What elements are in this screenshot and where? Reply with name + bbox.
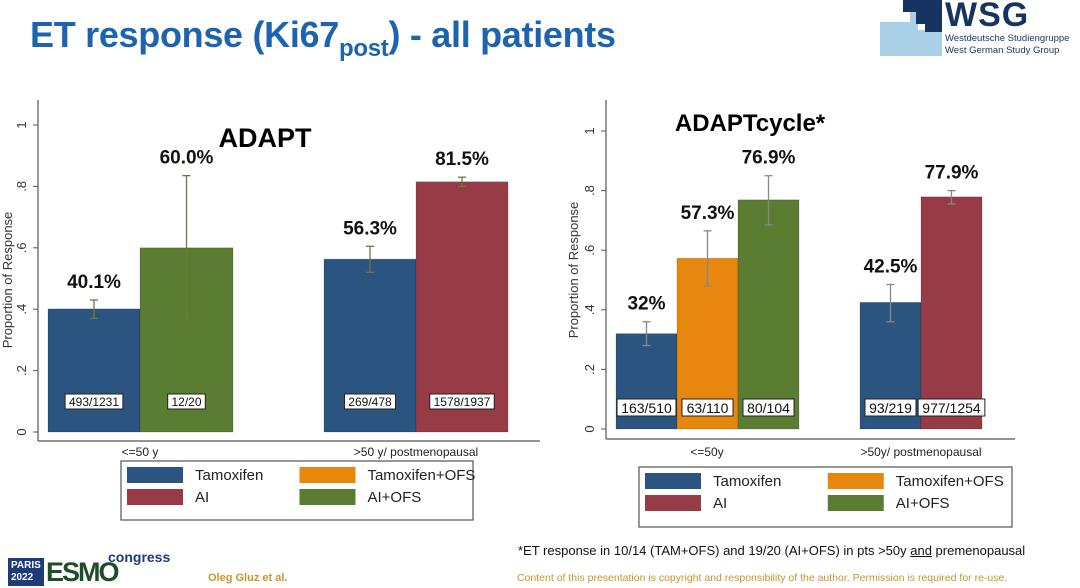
legend-label: Tamoxifen [195, 467, 263, 484]
y-axis-label: Proportion of Response [566, 202, 581, 339]
chart-1: 0 .2 .4 .6 .8 1 Proportion of Response ADAPTcyc… [566, 100, 1015, 528]
footnote: *ET response in 10/14 (TAM+OFS) and 19/2… [518, 543, 1025, 558]
legend-label: Tamoxifen+OFS [367, 467, 475, 484]
bar-tamoxifen [47, 308, 141, 433]
footnote-underlined: and [910, 543, 932, 558]
legend-swatch [645, 473, 701, 489]
y-axis-label: Proportion of Response [0, 212, 15, 349]
title-end: ) - all patients [388, 14, 616, 55]
y-tick-label: .2 [14, 365, 29, 376]
data-label: 81.5% [435, 149, 489, 170]
x-category-label: <=50 y [122, 445, 159, 459]
legend-label: AI [713, 495, 727, 512]
wsg-logo-mark-icon [880, 0, 942, 56]
count-label: 63/110 [687, 400, 729, 416]
data-label: 57.3% [681, 203, 735, 224]
legend-swatch [299, 467, 356, 483]
data-label: 76.9% [742, 148, 796, 169]
y-tick-label: .6 [14, 242, 29, 253]
legend-label: AI+OFS [896, 495, 950, 512]
legend-swatch [645, 495, 701, 511]
title-subscript: post [339, 35, 389, 62]
count-label: 977/1254 [922, 400, 981, 416]
legend-swatch [127, 489, 183, 505]
y-tick-label: 1 [14, 121, 29, 128]
count-label: 80/104 [747, 400, 790, 416]
count-label-box [616, 398, 677, 417]
y-tick-label: 1 [582, 127, 597, 134]
count-label-box [917, 398, 986, 417]
y-tick-label: .4 [14, 304, 29, 315]
count-label: 163/510 [621, 400, 672, 416]
author: Oleg Gluz et al. [208, 572, 288, 584]
count-label-box [864, 398, 917, 417]
title-main: ET response (Ki67 [30, 14, 340, 55]
esmo-year: 2022 [11, 572, 34, 583]
esmo-congress-logo: PARIS 2022 ESMO congress [8, 549, 178, 587]
footnote-end: premenopausal [931, 543, 1026, 558]
data-label: 77.9% [925, 163, 979, 184]
esmo-city: PARIS [11, 560, 41, 571]
count-label: 269/478 [348, 395, 392, 409]
count-label-box [742, 398, 795, 417]
y-tick-label: .8 [582, 185, 597, 196]
y-tick-label: .2 [582, 364, 597, 375]
legend-label: AI [195, 489, 209, 506]
count-label: 1578/1937 [434, 395, 491, 409]
bar-ai-ofs [737, 199, 800, 430]
count-label-box [429, 393, 495, 410]
copyright-notice: Content of this presentation is copyrigh… [517, 572, 1008, 584]
count-label: 493/1231 [69, 395, 119, 409]
data-label: 32% [627, 294, 665, 315]
bar-ai [920, 196, 983, 430]
legend-swatch [127, 467, 183, 483]
legend-label: Tamoxifen+OFS [896, 473, 1004, 490]
count-label-box [681, 398, 734, 417]
count-label-box [167, 393, 206, 410]
esmo-city-year: PARIS 2022 [8, 558, 44, 586]
bar-ai [415, 181, 509, 433]
esmo-congress-word: congress [108, 549, 171, 565]
count-label-box [343, 393, 397, 410]
logo-line-1: Westdeutsche Studiengruppe [945, 33, 1070, 44]
y-tick-label: .4 [582, 304, 597, 315]
chart-title: ADAPT [219, 123, 313, 153]
y-tick-label: .6 [582, 245, 597, 256]
legend-swatch [827, 473, 884, 489]
footnote-text: *ET response in 10/14 (TAM+OFS) and 19/2… [518, 543, 911, 558]
legend-label: Tamoxifen [713, 473, 781, 490]
x-category-label: >50y/ postmenopausal [860, 445, 981, 459]
count-label: 12/20 [171, 395, 201, 409]
legend-swatch [299, 489, 356, 505]
y-tick-label: 0 [14, 428, 29, 435]
wsg-logo: WSG Westdeutsche Studiengruppe West Germ… [878, 0, 1078, 62]
chart-title: ADAPTcycle* [675, 110, 826, 137]
count-label-box [64, 393, 124, 410]
logo-line-2: West German Study Group [945, 45, 1060, 56]
y-tick-label: 0 [582, 425, 597, 432]
data-label: 56.3% [343, 218, 397, 239]
data-label: 40.1% [67, 272, 121, 293]
legend-label: AI+OFS [367, 489, 421, 506]
legend-box [638, 466, 1013, 528]
chart-0: 0 .2 .4 .6 .8 1 Proportion of Response ADAPT <=5… [0, 100, 540, 521]
count-label: 93/219 [869, 400, 912, 416]
slide-title: ET response (Ki67post) - all patients [30, 14, 616, 63]
x-category-label: >50 y/ postmenopausal [354, 445, 478, 459]
data-label: 60.0% [160, 148, 214, 169]
x-category-label: <=50y [690, 445, 723, 459]
legend-swatch [827, 495, 884, 511]
logo-wordmark: WSG [945, 0, 1030, 34]
y-tick-label: .8 [14, 181, 29, 192]
data-label: 42.5% [864, 256, 918, 277]
esmo-wordmark: ESMO [46, 557, 120, 587]
